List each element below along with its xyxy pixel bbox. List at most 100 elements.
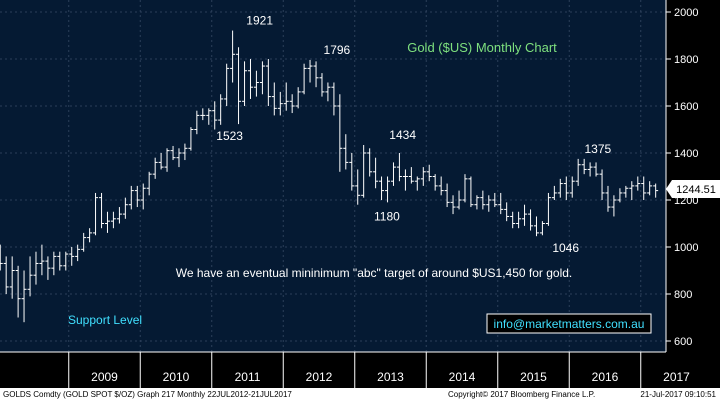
footer-timestamp: 21-Jul-2017 09:10:51 — [640, 390, 716, 399]
ohlc-bar — [158, 153, 164, 170]
ohlc-bar — [51, 251, 57, 276]
ohlc-bar — [390, 162, 396, 186]
ohlc-bar — [337, 94, 343, 172]
ohlc-bar — [420, 167, 426, 186]
x-tick-label: 2013 — [377, 370, 404, 384]
x-tick-label: 2011 — [235, 370, 261, 384]
ohlc-bar — [265, 59, 271, 106]
ohlc-bar — [522, 204, 528, 226]
ohlc-bar — [33, 251, 39, 285]
ohlc-bar — [236, 47, 242, 125]
ohlc-bar — [87, 228, 93, 243]
ohlc-bar — [301, 63, 307, 95]
x-tick-label: 2014 — [449, 370, 476, 384]
ohlc-bar — [45, 256, 51, 280]
ohlc-bar — [176, 148, 182, 168]
ohlc-bar — [313, 61, 319, 88]
y-tick-label: 2000 — [674, 7, 698, 19]
ohlc-bar — [629, 181, 635, 200]
ohlc-bar — [653, 183, 659, 198]
ohlc-bar — [647, 181, 653, 196]
support-level-label: Support Level — [68, 313, 142, 327]
ohlc-bar — [146, 171, 152, 196]
ohlc-bar — [170, 145, 176, 161]
ohlc-bar — [593, 162, 599, 177]
ohlc-bar — [349, 153, 355, 191]
ohlc-bar — [492, 192, 498, 208]
y-tick-label: 600 — [674, 336, 692, 348]
x-tick-label: 2009 — [91, 370, 118, 384]
ohlc-bar — [575, 158, 581, 186]
ohlc-bar — [641, 176, 647, 200]
ohlc-bar — [75, 244, 81, 262]
price-label-1180: 1180 — [374, 210, 400, 224]
ohlc-bar — [528, 209, 534, 231]
ohlc-bar — [617, 188, 623, 203]
ohlc-bar — [194, 110, 200, 135]
ohlc-bar — [414, 176, 420, 191]
email-box — [486, 313, 652, 334]
ohlc-bar — [408, 167, 414, 184]
ohlc-bar — [557, 178, 563, 198]
ohlc-bar — [247, 59, 253, 99]
chart-title: Gold ($US) Monthly Chart — [407, 40, 557, 55]
ohlc-bar — [504, 202, 510, 222]
ohlc-bar — [599, 169, 605, 200]
last-price-label: 1244.51 — [676, 184, 716, 196]
ohlc-bar — [361, 145, 367, 198]
x-tick-label: 2017 — [663, 370, 690, 384]
ohlc-bar — [57, 251, 63, 271]
ohlc-bar — [498, 192, 504, 215]
ohlc-bar — [432, 174, 438, 191]
ohlc-bar — [444, 183, 450, 208]
ohlc-bar — [277, 91, 283, 116]
price-label-1375: 1375 — [584, 142, 611, 156]
ohlc-bars — [0, 30, 659, 323]
y-tick-label: 1800 — [674, 54, 698, 66]
x-tick-label: 2012 — [306, 370, 333, 384]
ohlc-bar — [587, 162, 593, 177]
ohlc-bar — [331, 82, 337, 116]
ohlc-bar — [39, 244, 45, 276]
ohlc-bar — [9, 256, 15, 299]
ohlc-bar — [551, 185, 557, 200]
y-tick-label: 800 — [674, 289, 692, 301]
x-tick-label: 2015 — [520, 370, 547, 384]
ohlc-bar — [200, 108, 206, 121]
ohlc-bar — [533, 216, 539, 237]
ohlc-bar — [367, 148, 373, 177]
ohlc-bar — [385, 176, 391, 203]
ohlc-bar — [289, 94, 295, 114]
grid — [0, 0, 666, 352]
ohlc-bar — [325, 82, 331, 102]
ohlc-bar — [295, 87, 301, 109]
ohlc-bar — [69, 247, 75, 266]
ohlc-bar — [438, 176, 444, 196]
ohlc-bar — [605, 185, 611, 212]
ohlc-bar — [212, 101, 218, 130]
ohlc-bar — [271, 82, 277, 116]
ohlc-bar — [134, 185, 140, 208]
ohlc-bar — [99, 192, 105, 229]
ohlc-bar — [486, 195, 492, 212]
y-tick-label: 1000 — [674, 242, 698, 254]
ohlc-bar — [116, 207, 122, 224]
email-link[interactable]: info@marketmatters.com.au — [494, 317, 645, 331]
price-label-1434: 1434 — [389, 128, 416, 142]
ohlc-bar — [623, 185, 629, 198]
y-tick-label: 1400 — [674, 148, 698, 160]
footer-copyright: Copyright© 2017 Bloomberg Finance L.P. — [448, 390, 596, 399]
ohlc-bar — [539, 221, 545, 236]
ohlc-bar — [373, 157, 379, 189]
price-label-1921: 1921 — [246, 14, 273, 28]
ohlc-bar — [450, 195, 456, 215]
ohlc-bar — [0, 244, 3, 271]
price-labels: 1921 1523 1796 1434 1180 1375 1046 — [216, 14, 611, 256]
ohlc-bar — [563, 176, 569, 200]
ohlc-bar — [396, 153, 402, 182]
price-label-1796: 1796 — [324, 43, 351, 57]
ohlc-bar — [218, 94, 224, 125]
ohlc-bar — [27, 256, 33, 297]
ohlc-bar — [110, 211, 116, 229]
ohlc-bar — [3, 256, 9, 294]
